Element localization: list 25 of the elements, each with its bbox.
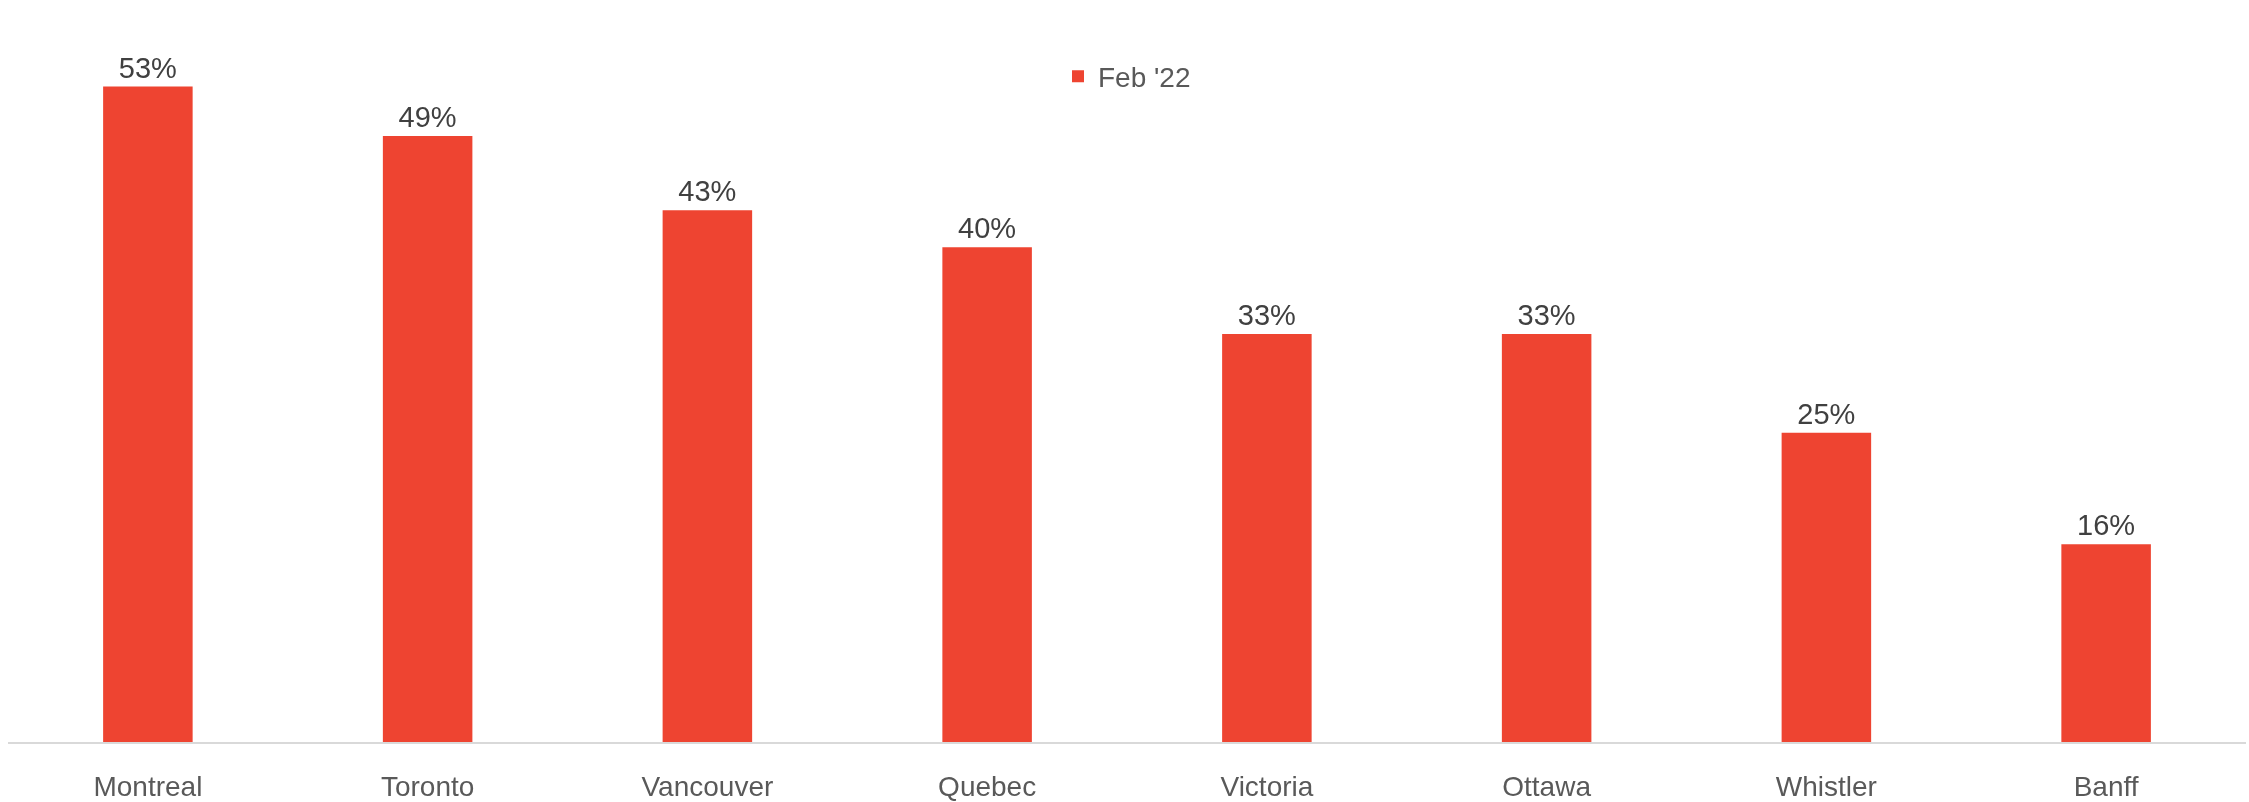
x-tick-label: Victoria xyxy=(1220,770,1314,802)
legend-label: Feb '22 xyxy=(1098,62,1191,94)
x-tick-label: Banff xyxy=(2073,770,2139,802)
x-tick-label: Ottawa xyxy=(1502,770,1592,802)
bar xyxy=(1222,333,1312,742)
bar xyxy=(1781,432,1872,742)
bar xyxy=(382,136,473,742)
x-tick-label: Quebec xyxy=(938,770,1037,802)
data-label: 49% xyxy=(398,101,457,134)
data-label: 33% xyxy=(1517,298,1576,331)
data-label: 16% xyxy=(2077,509,2136,542)
x-tick-label: Whistler xyxy=(1775,770,1877,802)
bar xyxy=(662,210,753,742)
bar xyxy=(942,247,1032,742)
data-label: 53% xyxy=(118,51,177,84)
x-tick-label: Vancouver xyxy=(641,770,774,802)
bar xyxy=(2061,544,2151,742)
data-label: 25% xyxy=(1797,397,1856,430)
data-label: 40% xyxy=(958,212,1017,245)
bar xyxy=(1501,333,1592,742)
bar xyxy=(103,86,193,742)
data-label: 43% xyxy=(678,175,737,208)
data-label: 33% xyxy=(1237,298,1296,331)
x-tick-label: Toronto xyxy=(380,770,475,802)
x-tick-label: Montreal xyxy=(93,770,203,802)
